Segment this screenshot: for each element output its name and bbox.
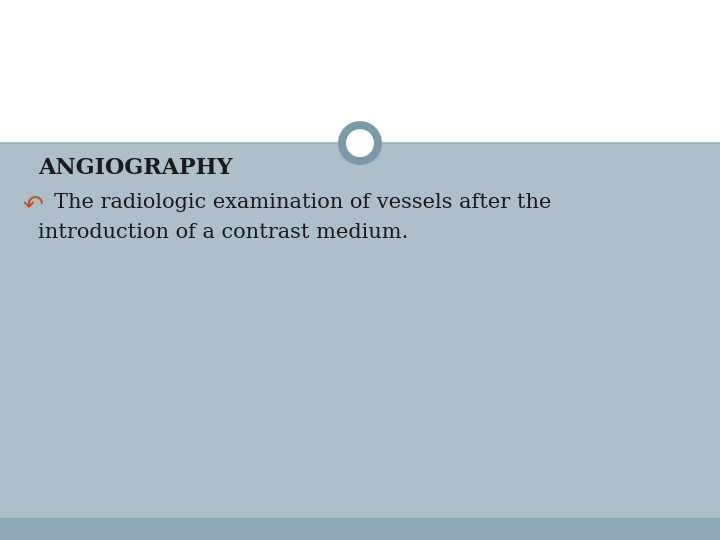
Text: ANGIOGRAPHY: ANGIOGRAPHY <box>38 157 233 179</box>
Circle shape <box>346 129 374 157</box>
Text: introduction of a contrast medium.: introduction of a contrast medium. <box>38 223 408 242</box>
Text: The radiologic examination of vessels after the: The radiologic examination of vessels af… <box>54 193 552 212</box>
Text: ↶: ↶ <box>22 193 43 217</box>
Bar <box>0 143 720 518</box>
Bar <box>0 518 720 540</box>
Bar <box>0 0 720 143</box>
Circle shape <box>338 121 382 165</box>
